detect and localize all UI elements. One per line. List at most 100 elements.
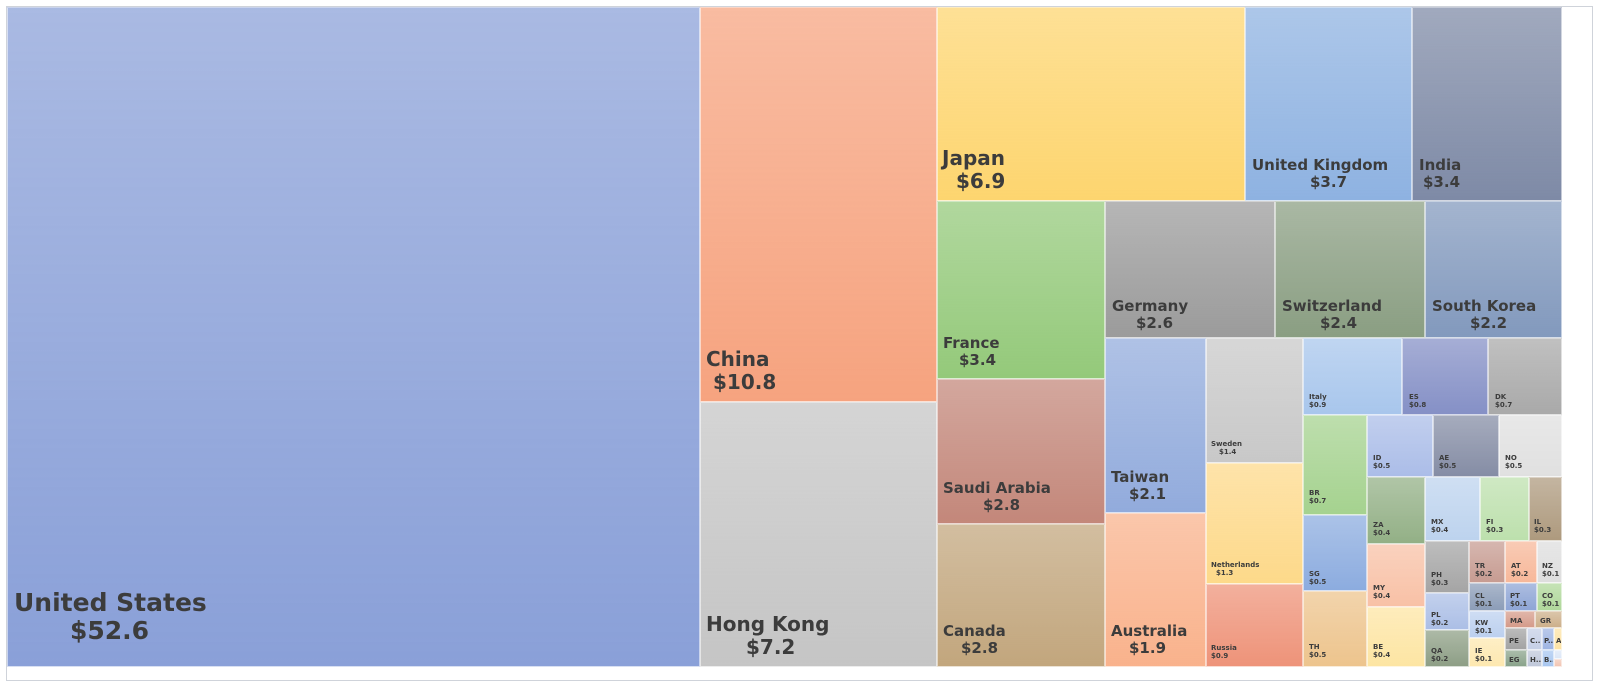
tile-name: MY (1373, 583, 1386, 592)
tile-label: PL $0.2 (1431, 611, 1448, 627)
treemap-tile: Japan $6.9 (937, 7, 1245, 201)
tile-name: B... (1544, 655, 1553, 664)
tile-name: SG (1309, 569, 1320, 578)
tile-name: Switzerland (1282, 296, 1382, 315)
tile-name: P... (1544, 636, 1554, 645)
tile-value: $7.2 (746, 635, 796, 659)
tile-value: $2.8 (961, 638, 999, 657)
treemap-tile (1554, 659, 1562, 667)
treemap-tile: GR (1535, 611, 1562, 628)
tile-label: NZ $0.1 (1542, 562, 1559, 578)
tile-label: Japan $6.9 (942, 147, 1005, 193)
tile-name: IL (1534, 517, 1542, 526)
tile-label: SG $0.5 (1309, 570, 1326, 586)
treemap-tile: United States $52.6 (7, 7, 700, 667)
tile-name: PE (1509, 636, 1519, 645)
tile-name: GR (1540, 616, 1552, 625)
tile-value: $1.3 (1216, 568, 1234, 577)
treemap-tile: BR $0.7 (1303, 415, 1367, 515)
tile-name: EG (1509, 655, 1520, 664)
tile-value: $2.1 (1129, 484, 1167, 503)
tile-value: $0.1 (1475, 599, 1493, 608)
tile-name: Saudi Arabia (943, 478, 1051, 497)
tile-value: $0.5 (1439, 461, 1457, 470)
treemap-tile: P... (1542, 628, 1554, 650)
tile-value: $0.7 (1309, 496, 1327, 505)
tile-label: KW $0.1 (1475, 619, 1492, 635)
treemap-tile: Taiwan $2.1 (1105, 338, 1206, 513)
tile-label: BR $0.7 (1309, 489, 1326, 505)
tile-value: $2.8 (983, 495, 1021, 514)
tile-label: MA (1510, 617, 1522, 625)
tile-value: $2.4 (1320, 313, 1358, 332)
tile-value: $0.3 (1486, 525, 1504, 534)
tile-label: Germany $2.6 (1112, 297, 1188, 333)
treemap-tile: Canada $2.8 (937, 524, 1105, 667)
treemap-tile: TR $0.2 (1469, 541, 1505, 583)
tile-name: QA (1431, 646, 1443, 655)
tile-name: BE (1373, 642, 1384, 651)
treemap-tile: CO $0.1 (1537, 583, 1562, 611)
tile-label: TH $0.5 (1309, 643, 1326, 659)
tile-name: KW (1475, 618, 1489, 627)
treemap-tile: France $3.4 (937, 201, 1105, 379)
tile-name: Australia (1111, 621, 1188, 640)
tile-value: $0.5 (1309, 577, 1327, 586)
tile-name: China (706, 347, 770, 371)
tile-name: AT (1511, 561, 1521, 570)
tile-name: PH (1431, 570, 1442, 579)
treemap-tile: ES $0.8 (1402, 338, 1488, 415)
treemap-tile: C... (1527, 628, 1542, 650)
treemap-tile: H... (1527, 650, 1542, 667)
tile-label: B... (1544, 655, 1553, 664)
tile-value: $0.3 (1431, 578, 1449, 587)
treemap-tile: Switzerland $2.4 (1275, 201, 1425, 338)
tile-value: $1.9 (1129, 638, 1167, 657)
treemap-tile: B... (1542, 650, 1554, 667)
treemap-tile: MA (1505, 611, 1535, 628)
tile-name: Japan (942, 146, 1005, 170)
tile-value: $2.6 (1136, 313, 1174, 332)
tile-name: FI (1486, 517, 1494, 526)
tile-name: Taiwan (1111, 467, 1170, 486)
tile-name: H... (1530, 655, 1542, 664)
tile-label: Netherlands $1.3 (1211, 561, 1259, 577)
tile-name: CL (1475, 591, 1485, 600)
tile-name: United Kingdom (1252, 155, 1389, 174)
treemap-tile: NZ $0.1 (1537, 541, 1562, 583)
tile-label: Saudi Arabia $2.8 (943, 478, 1051, 515)
tile-value: $0.4 (1431, 525, 1449, 534)
tile-value: $0.9 (1309, 400, 1327, 409)
treemap-tile: DK $0.7 (1488, 338, 1562, 415)
tile-name: TH (1309, 642, 1320, 651)
tile-value: $0.4 (1373, 650, 1391, 659)
treemap-tile: China $10.8 (700, 7, 937, 402)
tile-value: $10.8 (713, 370, 777, 394)
tile-label: Hong Kong $7.2 (706, 613, 829, 659)
treemap-tile: United Kingdom $3.7 (1245, 7, 1412, 201)
treemap-tile: CL $0.1 (1469, 583, 1505, 611)
tile-value: $0.4 (1373, 528, 1391, 537)
tile-label: Canada $2.8 (943, 622, 1006, 658)
tile-name: ZA (1373, 520, 1384, 529)
treemap-tile: IE $0.1 (1469, 638, 1505, 667)
tile-label: IE $0.1 (1475, 647, 1492, 663)
treemap-tile: AT $0.2 (1505, 541, 1537, 583)
tile-value: $0.9 (1211, 651, 1229, 660)
tile-name: MA (1510, 616, 1523, 625)
tile-label: Russia $0.9 (1211, 644, 1237, 660)
tile-label: IL $0.3 (1534, 518, 1551, 534)
tile-value: $0.2 (1431, 654, 1449, 663)
treemap-tile: Russia $0.9 (1206, 584, 1303, 667)
tile-name: Netherlands (1211, 560, 1260, 569)
tile-value: $0.2 (1431, 618, 1449, 627)
treemap-tile: Hong Kong $7.2 (700, 402, 937, 667)
tile-label: China $10.8 (706, 348, 776, 394)
tile-value: $0.8 (1409, 400, 1427, 409)
tile-name: MX (1431, 517, 1444, 526)
tile-value: $0.5 (1309, 650, 1327, 659)
tile-label: EG (1509, 656, 1520, 664)
treemap-tile: AE $0.5 (1433, 415, 1499, 477)
treemap-tile: FI $0.3 (1480, 477, 1529, 541)
